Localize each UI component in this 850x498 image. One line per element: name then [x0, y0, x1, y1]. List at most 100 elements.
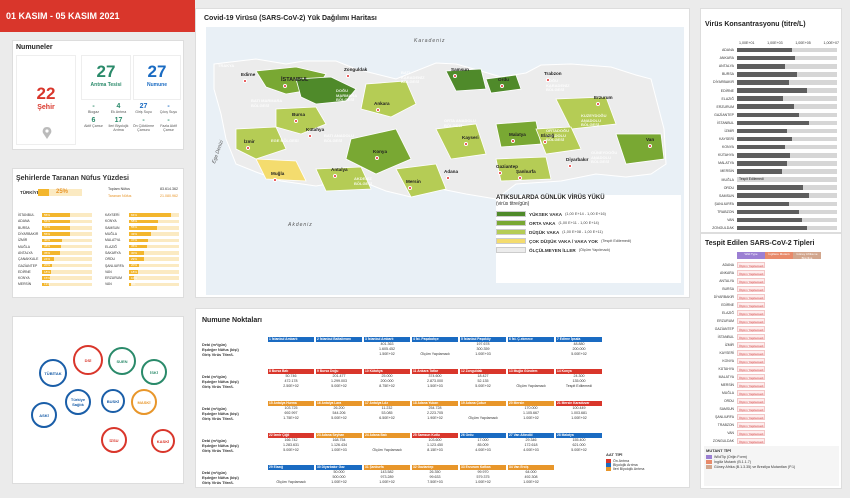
numune-row-label: Debi (m³/gün) [202, 439, 227, 443]
map-city-marker-icon [273, 178, 277, 182]
numune-point: 7 Edirne İpsala 48.880 200.000 5.00E+02 [556, 337, 602, 357]
nufus-bar-bg: 55% [42, 213, 92, 217]
aat-swatch [606, 467, 611, 471]
numune-point: 11 Ankara Tatlar 374.600 2.873.000 1.50E+03 [412, 369, 458, 389]
map-city-label: İzmir [244, 139, 255, 144]
nufus-pct: 35% [131, 244, 138, 249]
numune-point: 18 Adana Yukarı 254.728 2.223.705 1.90E+02 [412, 401, 458, 421]
map-city-marker-icon [294, 119, 298, 123]
numune-point: 15 Antalya Hurma 103.725 692.997 1.75E+02 [268, 401, 314, 421]
aritma-label: Arıtma Tesisi [90, 82, 122, 88]
numune-point-value: 50.000 [333, 470, 345, 474]
wildtype-header: Wild Type [737, 252, 765, 259]
numune-point-header: 7 Edirne İpsala [556, 337, 602, 342]
wildtype-swatch [706, 455, 712, 459]
numune-point: 8 Bursa Batı 50.746 472.178 2.50E+02 [268, 369, 314, 389]
virus-city: İSTANBUL [717, 120, 734, 125]
virus-city: ERZURUM [716, 104, 735, 109]
numune-point-value: 692.997 [284, 411, 298, 415]
virus-bar [737, 72, 797, 77]
nufus-bar-bg: 56% [42, 219, 92, 224]
mutant-item: İngiliz Mutantı (B.1.1.7) [706, 460, 837, 464]
numune-point-value: 197.678 [476, 342, 490, 346]
sub-count: 17 [114, 117, 123, 124]
numune-point: 25 Samsun Kutlu 103.600 1.123.450 8.15E+03 [412, 433, 458, 453]
sehir-card: 22 Şehir [16, 55, 76, 145]
numune-point: 24 Adana Batı Ölçüm Yapılamadı [364, 433, 410, 453]
nufus-row: ÇANAKKALE 24% [18, 256, 98, 262]
numune-point-value: 300.359 [476, 347, 490, 351]
nufus-city: BURSA [18, 225, 30, 230]
numune-point: 26 Ordu 17.000 85.009 4.00E+03 [460, 433, 506, 453]
nufus-bar [129, 251, 144, 255]
virus-city: KAYSERİ [719, 137, 734, 142]
tipler-cell: Ölçüm Yapılamadı [737, 349, 765, 357]
numune-row-label: Giriş Virüs Titre/L [202, 353, 234, 357]
nufus-bar [129, 270, 138, 274]
mutant-item: WildTip (Orijin Form) [706, 455, 837, 459]
numune-point-value: 143.582 [380, 470, 394, 474]
turkey-map [206, 27, 684, 295]
turkiye-pct: 25% [56, 189, 69, 195]
virus-bar [737, 152, 790, 158]
aat-swatch [606, 459, 611, 463]
nufus-pct: 43% [131, 231, 138, 236]
aat-item-label: İleri Biyolojik Arıtma [613, 467, 645, 471]
date-range-header: 01 KASIM - 05 KASIM 2021 [0, 0, 195, 32]
virus-bar-bg [737, 169, 837, 174]
numune-point-header: 23 Adana Seyhan [316, 433, 362, 438]
numune-point: 29 Elazığ Ölçüm Yapılamadı [268, 465, 314, 485]
map-city-label: Bursa [292, 112, 306, 117]
numune-point-value [268, 352, 314, 357]
numune-point-header: 17 Antalya Ldz [364, 401, 410, 406]
virus-bar-bg [737, 144, 837, 150]
numune-point-value: 200.000 [380, 379, 394, 383]
numune-point-header: 6 İst. Ç.ekmece [508, 337, 554, 342]
map-city-marker-icon [546, 78, 550, 82]
tipler-row: MALATYA Ölçüm Yapılamadı [701, 373, 843, 381]
map-region-label: AKDENİZ BÖLGESİ [354, 176, 373, 186]
numune-point-header: 34 Van Erciş [508, 465, 554, 470]
numune-point: 5 İstanbul Paşaköy 197.678 300.359 1.00E+03 [460, 337, 506, 357]
virus-city: KONYA [722, 145, 734, 150]
numune-point-value: 24.300 [573, 374, 585, 378]
virus-bar-bg [737, 63, 837, 69]
virus-title: Virüs Konsantrasyonu (titre/L) [705, 21, 806, 28]
map-city-marker-icon [333, 174, 337, 178]
numune-row-label: Debi (m³/gün) [202, 407, 227, 411]
numune-point-value: 103.725 [284, 406, 298, 410]
numune-point-header: 28 Malatya [556, 433, 602, 438]
numune-point-value: 11.232 [381, 406, 393, 410]
virus-bar-bg [737, 47, 837, 53]
numune-point-value: 5.00E+02 [331, 384, 347, 388]
nufus-bar-bg: 20% [129, 263, 179, 268]
numune-point: 9 Bursa Doğu 201.477 1.299.003 5.00E+02 [316, 369, 362, 389]
numune-point-header: 19 Adana Çukur [460, 401, 506, 406]
nufus-pct: 18% [131, 269, 138, 274]
aat-swatch [606, 463, 611, 467]
numune-point-value: 1.00E+03 [475, 352, 491, 356]
numune-point-value: 579.375 [476, 475, 490, 479]
map-city-label: Zonguldak [344, 67, 368, 72]
sub-item: 4 Ek Arıtma [106, 103, 131, 114]
numune-point-value: 1.283.631 [283, 443, 299, 447]
numune-point-header: 14 Konya [556, 369, 602, 374]
sehir-count: 22 [36, 84, 56, 103]
numuneler-title: Numuneler [16, 44, 53, 51]
numune-point-value: 472.178 [284, 379, 298, 383]
tipler-city: İSTANBUL [717, 335, 734, 339]
numune-point-value: 1.75E+02 [283, 416, 299, 420]
nufus-pct: 40% [44, 238, 51, 243]
nufus-pct: 38% [44, 244, 51, 249]
virus-row: ZONGULDAK [701, 224, 843, 232]
sub-label: Çıkış Suyu [159, 110, 178, 114]
nufus-row: ŞANLIURFA 20% [105, 262, 185, 268]
nufus-bar [42, 238, 62, 243]
numune-point-value: Ölçüm Yapılamadı [420, 352, 450, 356]
tipler-city: KÜTAHYA [718, 367, 734, 371]
virus-bar [737, 80, 789, 85]
numune-point-value: 1.00E+02 [331, 480, 347, 484]
legend-swatch [496, 220, 526, 226]
nufus-city: SAMSUN [105, 225, 120, 230]
nufus-city: ERZURUM [105, 276, 122, 281]
